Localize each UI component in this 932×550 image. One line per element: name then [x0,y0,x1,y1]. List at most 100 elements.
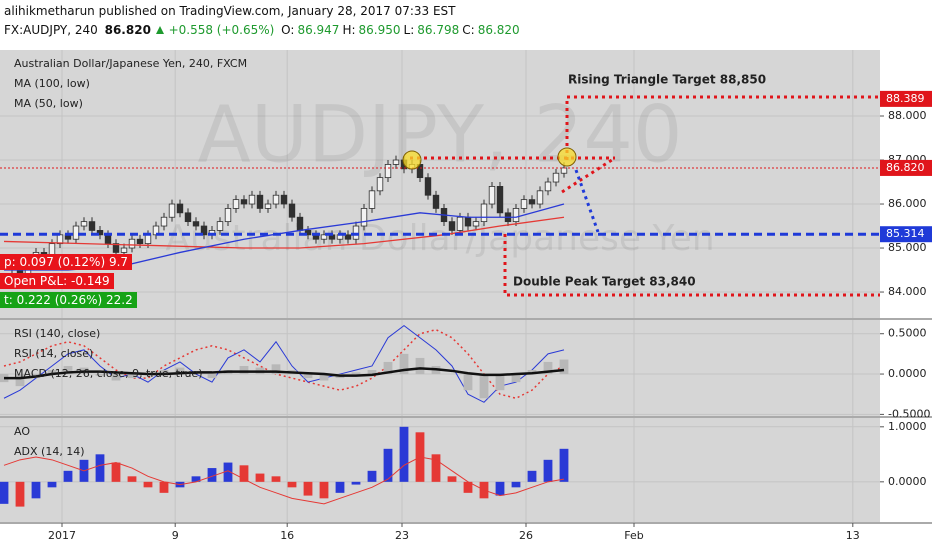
legend-entry: RSI (14, close) [14,347,93,360]
histogram-bar [159,481,169,493]
peak-marker [402,150,422,170]
histogram-bar [383,361,393,375]
histogram-bar [447,476,457,482]
candle-body [232,199,240,209]
target-line [503,234,880,297]
panel: 0.5000 0.0000 -0.5000 RSI (140, close) RSI (… [0,320,932,420]
candle-body [448,221,456,231]
candle-body [552,172,560,183]
y-tick-label: 0.0000 [888,475,927,488]
histogram-bar [495,374,505,391]
y-tick-label: -0.5000 [888,407,930,420]
header: alihikmetharun published on TradingView.… [4,2,526,40]
candle-body [128,238,136,249]
candle-body [384,164,392,179]
histogram-bar [127,476,137,482]
price-label-box [880,90,932,107]
ohlc-label: C: [462,23,475,37]
y-tick-label: 1.0000 [888,420,927,433]
price-label-box [880,226,932,243]
histogram-bar [271,364,281,375]
histogram-bar [319,374,329,381]
histogram-bar [383,448,393,482]
histogram-bar [543,361,553,375]
histogram-bar [287,481,297,488]
candle-body [240,199,248,205]
histogram-bar [319,481,329,499]
candle-body [160,216,168,227]
price-label: 85.314 [886,227,925,240]
histogram-bar [511,374,521,383]
candle-body [88,221,96,231]
histogram-bar [207,374,217,379]
candle-body [272,194,280,205]
histogram-bar [511,481,521,488]
histogram-bar [463,374,473,391]
histogram-bar [399,426,409,482]
candle-body [352,225,360,240]
plot: AUDJPY, 240 Australian Dollar/Japanese Ye… [0,90,880,279]
histogram-bar [127,374,137,379]
histogram-bar [0,481,9,504]
x-tick-label: 23 [395,529,409,542]
plot [0,426,569,507]
candle-body [216,221,224,231]
axis-background [880,0,932,550]
histogram-bar [255,473,265,482]
price-label-box [880,159,932,176]
y-tick-label: 0.5000 [888,327,927,340]
price-label: 86.820 [886,161,925,174]
price-label: 88.389 [886,92,925,105]
indicator-line [3,456,565,505]
histogram-bar [239,465,249,482]
histogram-bar [335,481,345,493]
ohlc-label: O: [281,23,295,37]
candle-body [72,225,80,240]
y-tick-label: 0.0000 [888,367,927,380]
last-price: 86.820 [104,23,151,37]
candle-body [176,203,184,214]
watermark: AUDJPY, 240 [198,90,683,180]
target-line [565,95,880,160]
histogram-bar [95,454,105,482]
candle-body [424,177,432,196]
candle-body [288,203,296,218]
candle-body [544,181,552,192]
histogram-bar [223,462,233,482]
candle-body [368,190,376,209]
candle-body [280,194,288,205]
y-tick-label: 88.000 [888,109,927,122]
y-tick-label: 84.000 [888,285,927,298]
legend-entry: MACD (12, 26, close, 9, true, true) [14,367,203,380]
ohlc: O: 86.947 H: 86.950 L: 86.798 C: 86.820 [281,23,523,37]
histogram-bar [367,370,377,375]
histogram-bar [399,353,409,375]
histogram-bar [175,367,185,375]
histogram-bar [15,481,25,507]
candle-body [528,199,536,205]
histogram-bar [463,481,473,493]
candle-body [480,203,488,223]
candle-body [376,177,384,192]
ohlc-label: L: [403,23,415,37]
annotation: Rising Triangle Target 88,850 [568,73,766,87]
candle-body [104,234,112,245]
candle-body [192,221,200,227]
candle-body [200,225,208,236]
ohlc-value: 86.820 [477,23,520,37]
legend-entry: ADX (14, 14) [14,445,85,458]
candle-body [304,230,312,236]
panel: 1.0000 0.0000 AO ADX (14, 14) [0,418,932,524]
candle-body [256,194,264,209]
legend-entry: AO [14,425,30,438]
candle-body [296,216,304,231]
plot [0,325,569,403]
x-tick-label: 9 [172,529,179,542]
histogram-bar [63,470,73,482]
position-label: t: 0.222 (0.26%) 22.2 [0,292,137,308]
position-labels: p: 0.097 (0.12%) 9.7 Open P&L: -0.149 t: 0… [0,254,137,311]
chart-title: Australian Dollar/Japanese Yen, 240, FXC… [14,57,247,70]
